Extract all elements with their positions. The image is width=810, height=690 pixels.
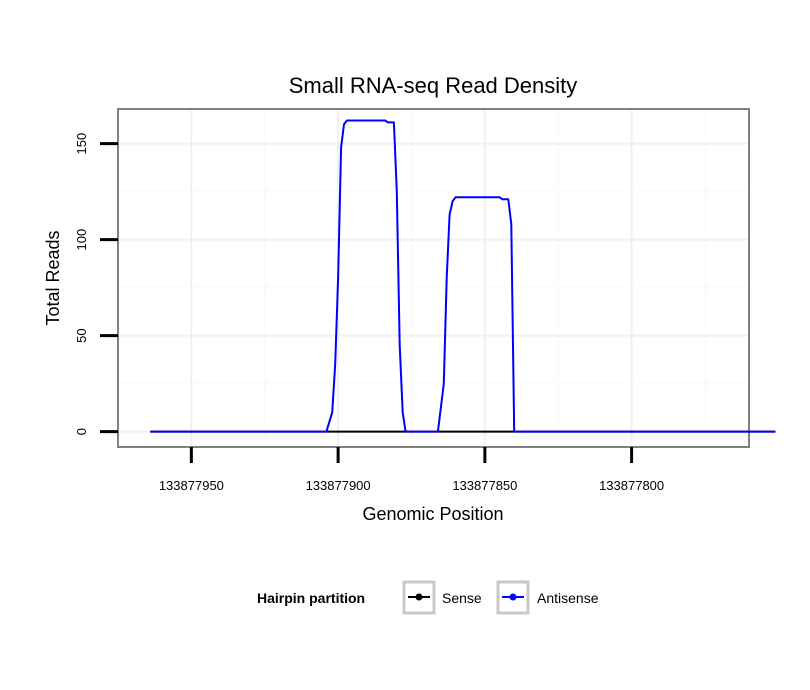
- x-axis-title: Genomic Position: [362, 504, 503, 524]
- legend-point-antisense: [509, 593, 517, 601]
- x-tick-label: 133877900: [306, 478, 371, 493]
- chart-title: Small RNA-seq Read Density: [289, 73, 578, 98]
- x-tick-label: 133877950: [159, 478, 224, 493]
- legend: Hairpin partition Sense Antisense: [257, 580, 599, 615]
- x-tick-label: 133877800: [599, 478, 664, 493]
- y-axis-title: Total Reads: [43, 230, 63, 325]
- plot-panel-border: [117, 108, 750, 448]
- y-tick-label: 50: [74, 328, 89, 342]
- axes: 133877950 133877900 133877850 133877800 0 50 1…: [74, 133, 664, 493]
- legend-label-sense: Sense: [442, 590, 482, 606]
- legend-title: Hairpin partition: [257, 590, 365, 606]
- grid: [118, 109, 749, 447]
- series-layer: [150, 119, 776, 433]
- y-tick-label: 0: [74, 428, 89, 435]
- series-line-antisense: [150, 119, 776, 433]
- legend-point-sense: [415, 593, 423, 601]
- x-tick-label: 133877850: [452, 478, 517, 493]
- y-tick-label: 150: [74, 133, 89, 155]
- legend-label-antisense: Antisense: [537, 590, 599, 606]
- y-tick-label: 100: [74, 229, 89, 251]
